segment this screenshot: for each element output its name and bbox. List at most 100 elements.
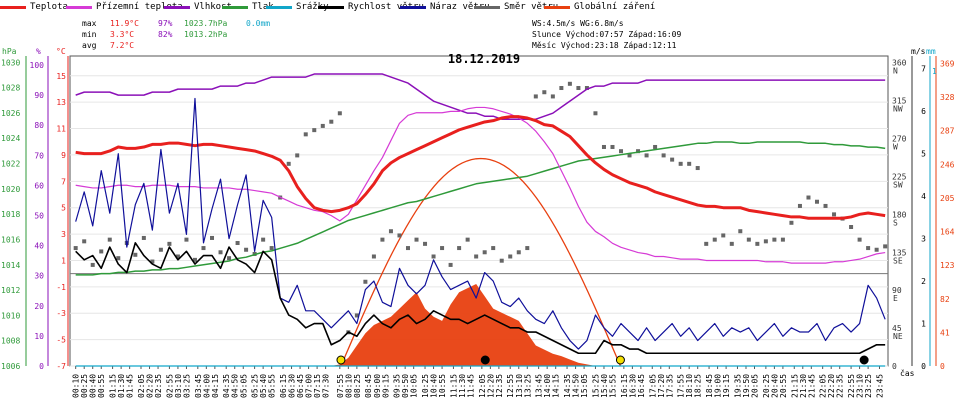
legend-wind-speed: Rychlost větru	[318, 2, 424, 12]
temp-unit: °C	[56, 47, 66, 56]
time-tick-label: 10:40	[430, 374, 439, 398]
pressure-tick-label: 1016	[1, 235, 20, 244]
time-tick-label: 11:30	[458, 374, 467, 398]
wind-dir-point	[738, 229, 743, 234]
wind-dir-point	[849, 225, 854, 230]
sun-times: Slunce Východ:07:57 Západ:16:09	[532, 30, 682, 39]
legend-radiation-label: Globální záření	[574, 2, 656, 12]
temp-tick-label: 13	[56, 98, 66, 107]
stats-max-rain: 0.0mm	[246, 19, 271, 28]
wind-dir-point	[210, 235, 215, 240]
wind-dir-point	[644, 153, 649, 158]
wind-dir-point	[380, 237, 385, 242]
wind-dir-point	[695, 166, 700, 171]
stats-min-row: min 3.3°C 82% 1013.2hPa	[82, 29, 270, 40]
series-pressure	[75, 141, 886, 276]
wind-dir-point	[465, 237, 470, 242]
time-tick-label: 21:45	[807, 374, 816, 398]
pressure-tick-label: 1008	[1, 337, 20, 346]
humidity-tick-label: 30	[34, 272, 44, 281]
wind-dir-point	[627, 153, 632, 158]
series-humidity	[75, 73, 886, 120]
wind-dir-point	[227, 256, 232, 261]
legend-humidity-label: Vlhkost	[194, 2, 232, 12]
wind-dir-tick-name: SW	[893, 180, 903, 189]
wind-dir-point	[550, 94, 555, 99]
wind-dir-point	[687, 161, 692, 166]
legend-temp-label: Teplota	[30, 2, 68, 12]
series-wind-speed	[75, 242, 886, 355]
wind-dir-point	[397, 233, 402, 238]
humidity-tick-label: 60	[34, 181, 44, 190]
time-tick-label: 22:05	[819, 374, 828, 398]
wind-dir-point	[601, 144, 606, 149]
time-tick-label: 16:15	[620, 374, 629, 398]
temp-tick-label: -3	[56, 309, 66, 318]
time-tick-label: 12:20	[486, 374, 495, 398]
stats-avg-row: avg 7.2°C	[82, 40, 270, 51]
time-tick-label: 06:45	[296, 374, 305, 398]
wind-dir-point	[192, 257, 197, 262]
stats-max-row: max 11.9°C 97% 1023.7hPa 0.0mm	[82, 18, 270, 29]
stats-avg-temp: 7.2°C	[110, 41, 135, 50]
time-tick-label: 19:00	[714, 374, 723, 398]
time-tick-label: 08:45	[364, 374, 373, 398]
time-tick-label: 22:55	[847, 374, 856, 398]
time-tick-label: 10:55	[438, 374, 447, 398]
sunrise-marker	[336, 355, 346, 365]
time-tick-label: 02:35	[154, 374, 163, 398]
wind-dir-point	[82, 239, 87, 244]
time-tick-label: 07:15	[313, 374, 322, 398]
chart-title: 18.12.2019	[448, 52, 520, 66]
wind-speed-tick-label: 3	[921, 235, 926, 244]
wind-dir-point	[780, 237, 785, 242]
wind-dir-point	[797, 203, 802, 208]
wind-dir-tick-label: 0	[892, 362, 897, 371]
wind-dir-point	[832, 212, 837, 217]
time-tick-label: 14:15	[552, 374, 561, 398]
wind-dir-tick-name: N	[893, 67, 898, 76]
humidity-tick-label: 100	[30, 61, 45, 70]
time-tick-label: 05:05	[239, 374, 248, 398]
wind-dir-point	[746, 237, 751, 242]
time-tick-label: 15:25	[591, 374, 600, 398]
stats-max-label: max	[82, 19, 97, 28]
wind-dir-point	[457, 246, 462, 251]
temp-tick-label: 3	[61, 230, 66, 239]
time-tick-label: 19:15	[722, 374, 731, 398]
pressure-tick-label: 1010	[1, 311, 20, 320]
time-tick-label: 18:45	[705, 374, 714, 398]
wind-dir-point	[874, 247, 879, 252]
wind-dir-point	[516, 250, 521, 255]
wind-dir-point	[286, 161, 291, 166]
wind-dir-point	[593, 111, 598, 116]
temp-tick-label: 5	[61, 204, 66, 213]
time-tick-label: 03:25	[182, 374, 191, 398]
legend-rain: Srážky	[266, 2, 329, 12]
wind-dir-point	[269, 246, 274, 251]
moon-times: Měsíc Východ:23:18 Západ:12:11	[532, 41, 677, 50]
wind-dir-point	[883, 244, 888, 249]
time-tick-label: 20:05	[751, 374, 760, 398]
wind-dir-tick-name: E	[893, 294, 898, 303]
stats-max-temp: 11.9°C	[110, 19, 139, 28]
stats-max-press: 1023.7hPa	[184, 19, 228, 28]
wind-dir-point	[508, 254, 513, 259]
legend-pressure-label: Tlak	[252, 2, 274, 12]
wind-dir-point	[235, 241, 240, 246]
stats-max-hum: 97%	[158, 19, 173, 28]
wind-dir-point	[866, 246, 871, 251]
wind-dir-point	[610, 144, 615, 149]
wind-dir-point	[661, 153, 666, 158]
humidity-tick-label: 80	[34, 121, 44, 130]
time-tick-label: 18:10	[685, 374, 694, 398]
wind-dir-point	[678, 161, 683, 166]
time-tick-label: 20:40	[770, 374, 779, 398]
temp-tick-label: -7	[56, 362, 66, 371]
humidity-tick-label: 50	[34, 212, 44, 221]
wind-dir-point	[218, 250, 223, 255]
wind-dir-point	[363, 279, 368, 284]
temp-tick-label: 11	[56, 125, 66, 134]
moonrise-marker	[859, 355, 869, 365]
